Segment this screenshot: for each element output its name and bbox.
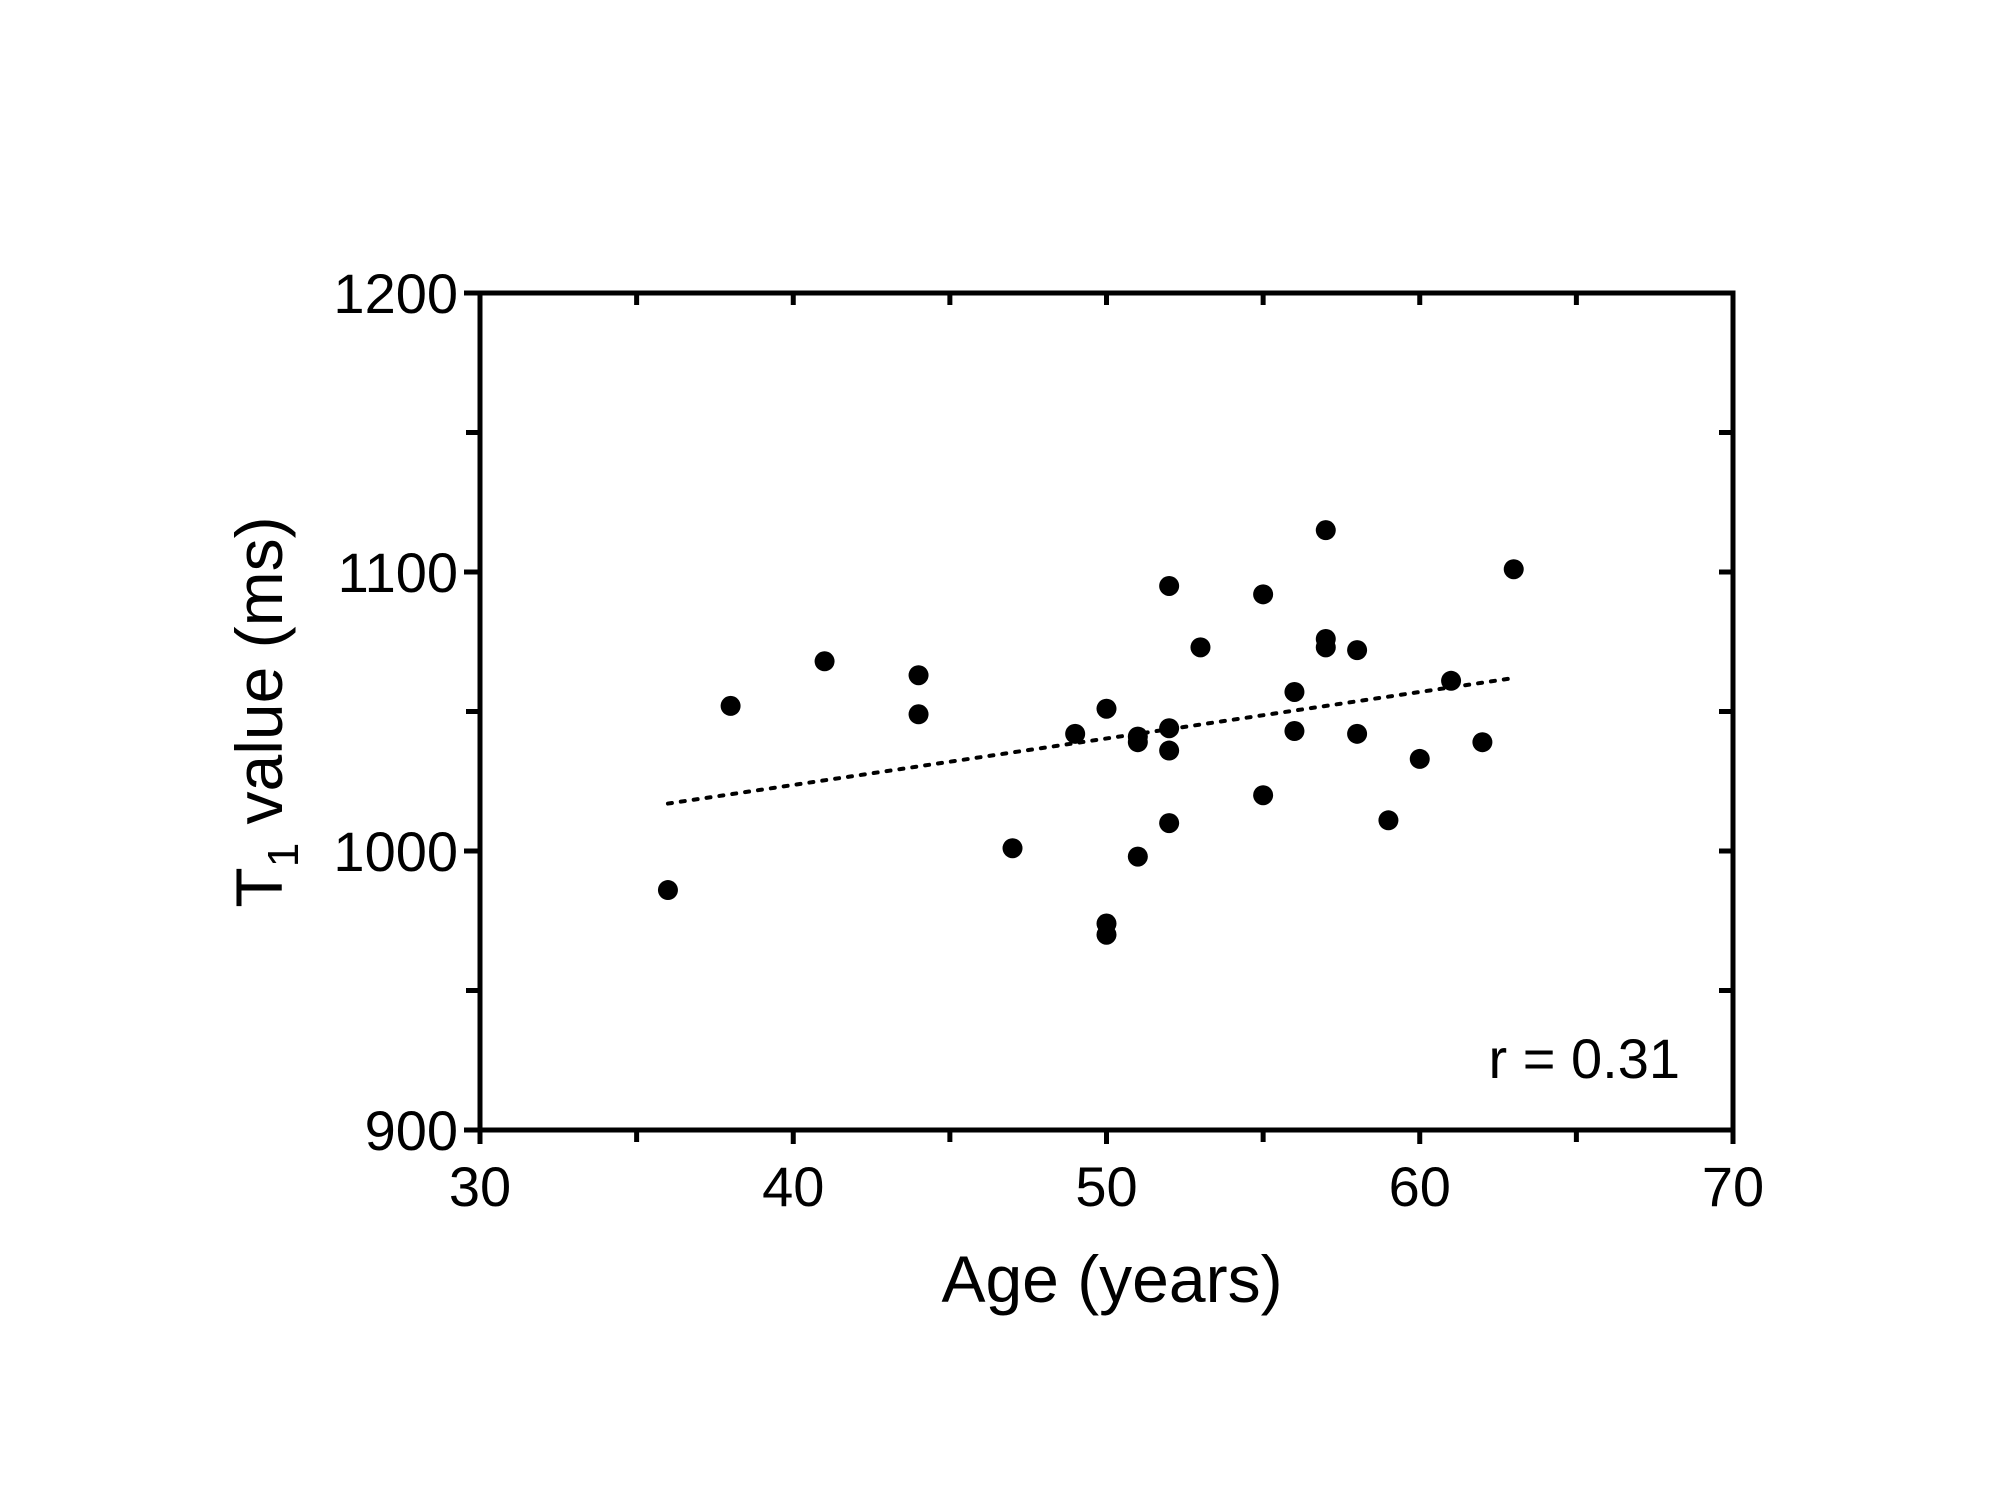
data-point	[1284, 681, 1305, 702]
data-point	[1441, 670, 1462, 691]
data-point	[1127, 732, 1148, 753]
data-point	[908, 704, 929, 725]
data-point	[1159, 575, 1180, 596]
data-point	[1159, 740, 1180, 761]
y-axis-title-subscript: 1	[259, 843, 308, 867]
data-point	[1503, 559, 1524, 580]
data-point	[1127, 846, 1148, 867]
x-tick-label: 50	[1075, 1155, 1137, 1218]
data-points	[657, 520, 1524, 945]
data-point	[1253, 584, 1274, 605]
data-point	[1096, 924, 1117, 945]
data-point	[1159, 718, 1180, 739]
y-axis-title: T1 value (ms)	[222, 516, 308, 907]
x-tick-label: 40	[762, 1155, 824, 1218]
trendline-group	[665, 676, 1516, 806]
data-point	[657, 880, 678, 901]
data-point	[1284, 721, 1305, 742]
data-point	[1159, 813, 1180, 834]
y-tick-label: 1000	[333, 820, 458, 883]
y-tick-label: 1100	[338, 541, 458, 604]
y-tick-label: 1200	[333, 262, 458, 325]
data-point	[1253, 785, 1274, 806]
data-point	[1190, 637, 1211, 658]
x-tick-label: 70	[1702, 1155, 1764, 1218]
data-point	[1315, 520, 1336, 541]
data-point	[720, 695, 741, 716]
axis-ticks	[464, 290, 1736, 1144]
data-point	[1378, 810, 1399, 831]
data-point	[1347, 640, 1368, 661]
y-tick-label: 900	[365, 1099, 458, 1162]
data-point	[908, 665, 929, 686]
data-point	[1347, 723, 1368, 744]
data-point	[814, 651, 835, 672]
axis-tick-labels: 30 40 50 60 70 900 1000 1100 1200	[333, 262, 1764, 1218]
correlation-annotation: r = 0.31	[1489, 1027, 1680, 1090]
x-tick-label: 30	[449, 1155, 511, 1218]
data-point	[1065, 723, 1086, 744]
regression-line	[665, 676, 1516, 806]
data-point	[1096, 698, 1117, 719]
y-axis-title-rest: value (ms)	[222, 516, 296, 842]
x-axis-title: Age (years)	[941, 1242, 1282, 1316]
data-point	[1002, 838, 1023, 859]
x-tick-label: 60	[1389, 1155, 1451, 1218]
data-point	[1315, 637, 1336, 658]
data-point	[1409, 748, 1430, 769]
data-point	[1472, 732, 1493, 753]
y-axis-title-main: T	[222, 867, 296, 907]
